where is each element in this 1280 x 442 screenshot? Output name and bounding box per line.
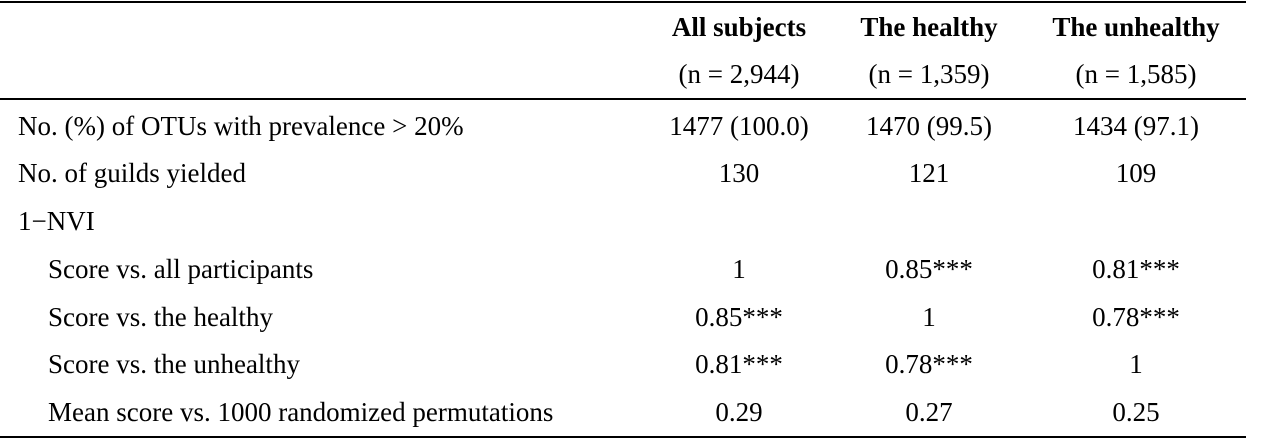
column-header-unhealthy: The unhealthy (1052, 12, 1220, 42)
column-header-healthy: The healthy (860, 12, 998, 42)
table-cell: 1 (922, 302, 936, 332)
table-cell: 1470 (99.5) (866, 111, 992, 141)
table-cell: 109 (1115, 158, 1157, 188)
row-label-mean-score-permutations: Mean score vs. 1000 randomized permutati… (48, 397, 554, 427)
table-cell: 0.27 (905, 397, 953, 427)
row-label-nvi: 1−NVI (18, 206, 95, 236)
row-label-otus-prevalence: No. (%) of OTUs with prevalence > 20% (18, 111, 464, 141)
table-cell: 1434 (97.1) (1073, 111, 1199, 141)
column-n-all-subjects: (n = 2,944) (678, 59, 800, 89)
table-cell: 0.85*** (695, 302, 783, 332)
column-n-unhealthy: (n = 1,585) (1075, 59, 1197, 89)
row-label-score-healthy: Score vs. the healthy (48, 302, 273, 332)
table-cell: 1 (1129, 349, 1143, 379)
column-n-healthy: (n = 1,359) (868, 59, 990, 89)
table-cell: 1 (732, 254, 746, 284)
table-top-rule (0, 1, 1246, 3)
column-header-all-subjects: All subjects (671, 12, 807, 42)
table-cell: 0.81*** (1092, 254, 1180, 284)
table-cell: 0.85*** (885, 254, 973, 284)
table-cell: 0.78*** (1092, 302, 1180, 332)
table-cell: 0.25 (1112, 397, 1160, 427)
table-cell: 130 (718, 158, 760, 188)
row-label-score-unhealthy: Score vs. the unhealthy (48, 349, 300, 379)
table-header-rule (0, 98, 1246, 100)
table-cell: 121 (908, 158, 950, 188)
table-cell: 1477 (100.0) (669, 111, 809, 141)
table-cell: 0.78*** (885, 349, 973, 379)
table-cell: 0.29 (715, 397, 763, 427)
row-label-guilds-yielded: No. of guilds yielded (18, 158, 246, 188)
table-cell: 0.81*** (695, 349, 783, 379)
row-label-score-all: Score vs. all participants (48, 254, 314, 284)
table-bottom-rule (0, 436, 1246, 438)
